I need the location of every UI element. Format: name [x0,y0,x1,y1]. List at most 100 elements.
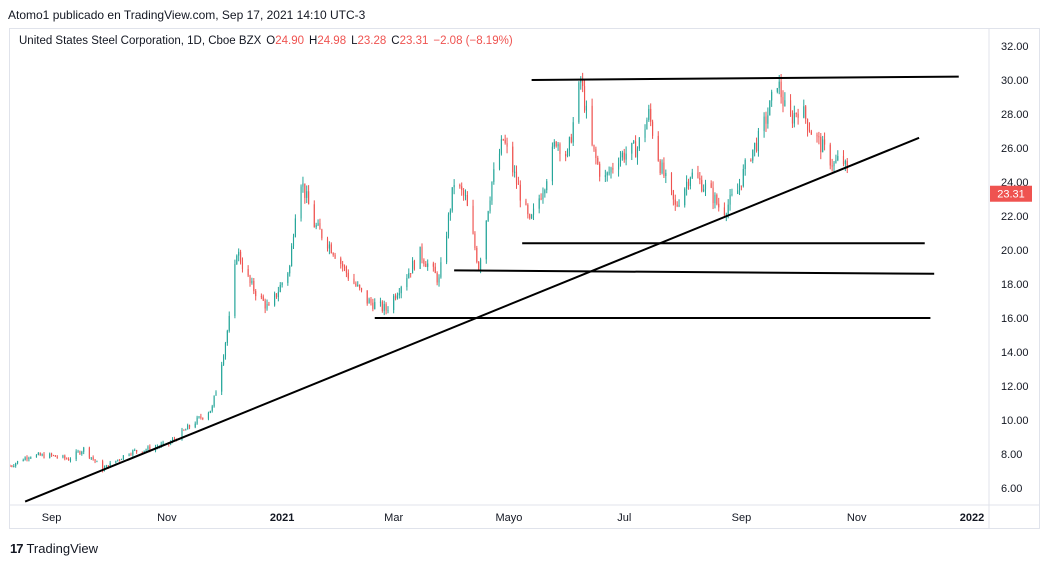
candle-body [657,135,659,161]
candle-body [648,108,650,120]
candle-body [593,144,595,150]
candle-body [92,457,94,460]
candle-body [638,137,640,149]
candle-body [474,233,476,248]
candle-body [413,260,416,269]
y-tick-label: 12.00 [1001,381,1029,393]
candle-body [744,160,746,170]
candle-body [281,282,283,285]
candle-body [767,115,769,124]
y-tick-label: 8.00 [1001,449,1022,461]
candle-body [672,190,674,200]
candle-body [453,185,455,188]
candle-body [211,406,213,411]
candle-body [419,246,421,269]
candle-body [387,310,389,312]
candle-body [712,187,714,204]
candle-body [633,141,635,143]
candle-body [109,462,111,468]
candle-body [268,304,270,306]
candle-body [120,459,123,461]
candle-body [485,220,487,260]
last-price-label: 23.31 [997,189,1025,201]
candle-body [370,299,372,303]
candle-body [427,263,429,267]
candle-body [835,160,837,163]
candle-body [687,181,690,186]
candle-body [54,455,56,457]
candle-body [173,439,175,441]
candle-body [729,194,731,205]
tradingview-logo-icon: 17 [10,541,24,556]
candle-body [585,105,588,111]
candle-body [247,269,249,276]
candle-body [506,143,508,147]
x-tick-label: Jul [617,512,631,524]
candle-body [504,139,506,144]
candle-body [737,190,739,194]
candle-body [582,79,584,87]
candle-body [398,293,400,296]
x-tick-label: 2022 [960,512,984,524]
candle-body [228,315,230,331]
candle-body [26,457,28,460]
candle-body [703,189,705,192]
candle-body [791,115,794,124]
candle-body [304,183,306,198]
candle-body [222,356,225,365]
candle-body [723,207,725,216]
candle-body [136,450,138,452]
candle-body [260,296,262,298]
candle-body [83,447,85,452]
x-tick-label: Sep [732,512,752,524]
candle-body [394,295,397,299]
candle-body [822,139,824,153]
candle-body [755,142,758,151]
candle-body [52,455,55,457]
candle-body [308,191,310,205]
candle-body [618,163,620,170]
candle-body [463,190,465,196]
candle-body [291,246,293,267]
candle-body [132,450,134,455]
candle-body [559,144,561,155]
candle-body [676,204,678,206]
candle-body [438,277,440,283]
candle-body [451,187,453,211]
candle-body [340,258,342,264]
candle-body [119,459,121,461]
footer-brand: 17 TradingView [10,541,98,556]
candle-body [599,163,601,177]
candle-body [198,416,200,418]
candle-body [478,261,480,271]
candle-body [321,229,323,239]
candle-body [689,177,691,186]
candle-body [557,144,559,147]
candle-body [62,455,64,458]
candle-body [646,119,648,130]
candle-body [472,205,474,234]
candle-body [540,198,542,200]
candle-body [196,417,198,424]
candle-body [635,141,637,158]
candle-body [583,86,586,111]
symbol-legend: United States Steel Corporation, 1D, Cbo… [19,35,513,47]
candle-body [187,425,189,430]
candle-body [782,97,784,106]
candle-body [553,141,555,147]
candle-body [436,273,438,283]
chart-frame[interactable] [9,28,1040,529]
candle-body [49,453,51,458]
candle-body [141,451,143,453]
candle-body [480,259,482,271]
candle-body [754,142,756,150]
candle-body [379,301,381,303]
candle-body [215,391,217,396]
last-price-tag [990,185,1032,202]
candle-body [803,106,805,118]
candle-body [546,181,548,191]
candle-body [319,223,321,230]
candle-body [385,304,387,311]
candle-body [194,423,196,428]
